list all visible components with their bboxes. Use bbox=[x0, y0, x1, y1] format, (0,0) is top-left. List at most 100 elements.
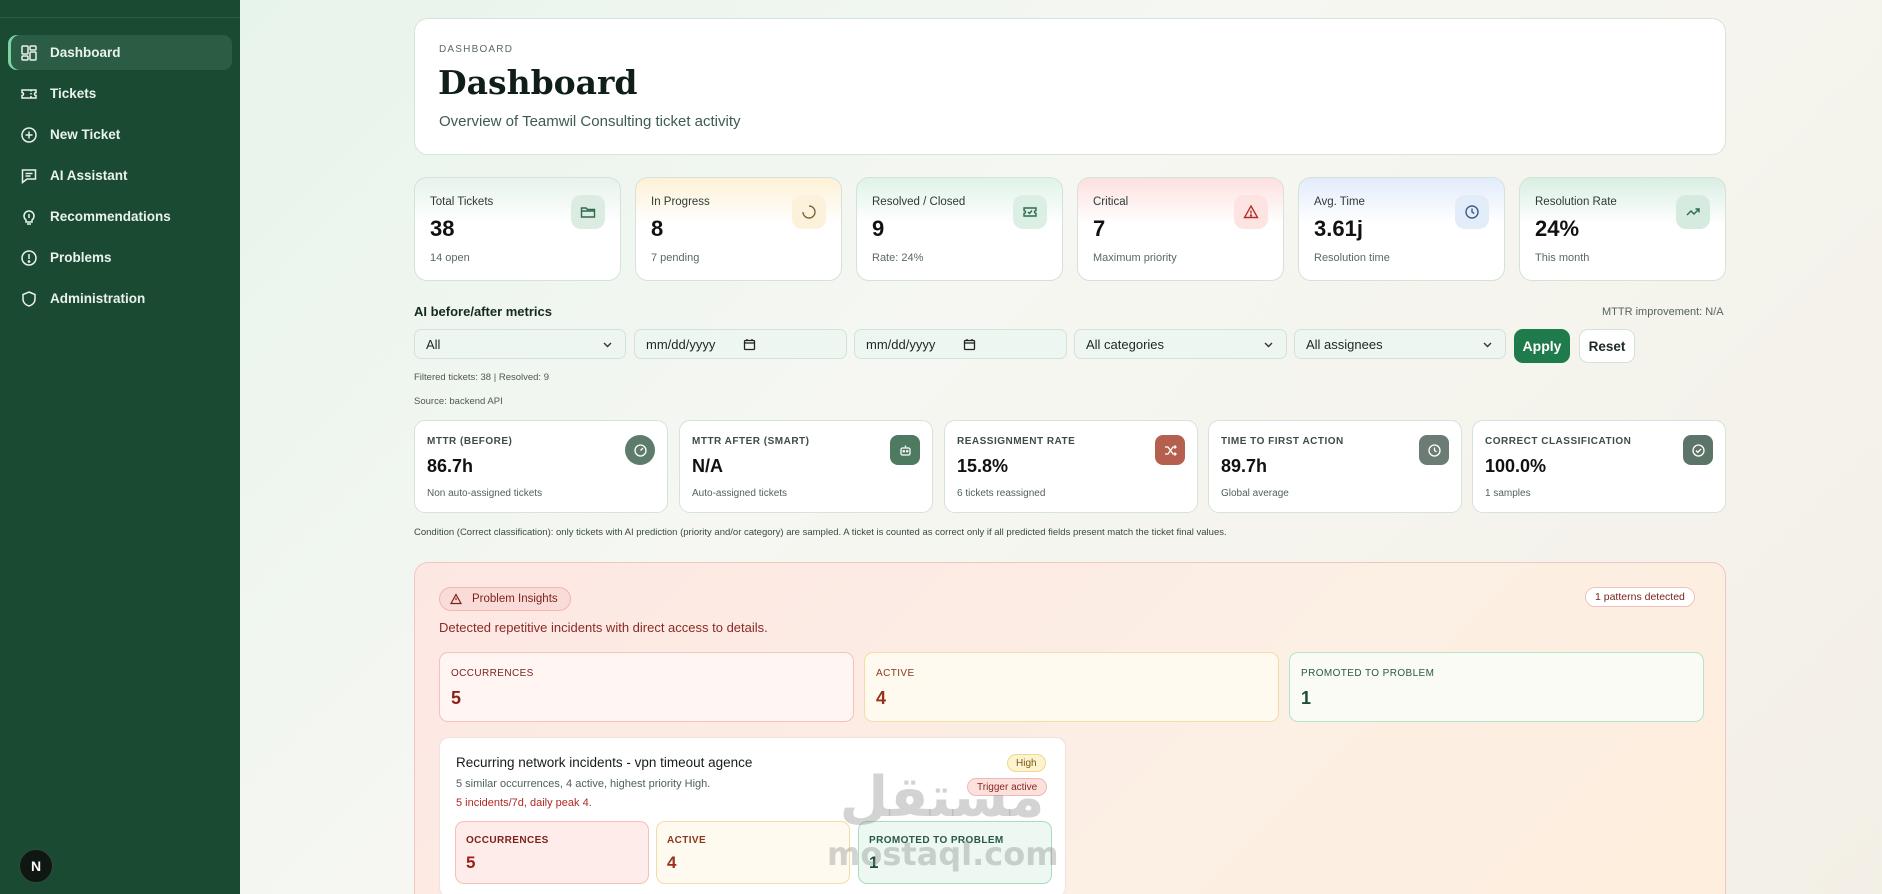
pattern-stat-label: PROMOTED TO PROBLEM bbox=[869, 835, 1004, 846]
stat-label: Avg. Time bbox=[1314, 196, 1365, 208]
stat-value: 24% bbox=[1535, 216, 1580, 241]
sidebar-item-label: New Ticket bbox=[50, 127, 121, 142]
metric-card-mttr-before: MTTR (BEFORE) 86.7h Non auto-assigned ti… bbox=[414, 420, 668, 513]
chevron-down-icon bbox=[1483, 342, 1492, 348]
category-select[interactable]: All categories bbox=[1074, 329, 1287, 359]
insight-value: 4 bbox=[876, 688, 887, 708]
clock-icon bbox=[1455, 195, 1489, 229]
pattern-stat-value: 1 bbox=[869, 853, 879, 872]
dashboard-grid-icon bbox=[21, 44, 37, 61]
insight-card-occurrences: OCCURRENCES 5 bbox=[439, 652, 854, 722]
mttr-improvement: MTTR improvement: N/A bbox=[1602, 306, 1724, 318]
patterns-detected-pill: 1 patterns detected bbox=[1585, 587, 1695, 607]
pattern-card[interactable]: Recurring network incidents - vpn timeou… bbox=[439, 737, 1066, 894]
sidebar-item-label: AI Assistant bbox=[50, 168, 128, 183]
metric-label: MTTR AFTER (SMART) bbox=[692, 436, 810, 447]
stat-card-critical: Critical 7 Maximum priority bbox=[1077, 177, 1284, 281]
warning-triangle-icon bbox=[450, 593, 462, 605]
metric-value: 15.8% bbox=[957, 456, 1009, 476]
breadcrumb: DASHBOARD bbox=[439, 44, 514, 55]
assignee-select[interactable]: All assignees bbox=[1294, 329, 1506, 359]
stat-value: 38 bbox=[430, 216, 455, 241]
stats-row: Total Tickets 38 14 open In Progress 8 7… bbox=[414, 177, 1726, 281]
metric-label: REASSIGNMENT RATE bbox=[957, 436, 1076, 447]
filtered-info: Filtered tickets: 38 | Resolved: 9 bbox=[414, 372, 549, 383]
stat-value: 3.61j bbox=[1314, 216, 1363, 241]
stat-label: In Progress bbox=[651, 196, 710, 208]
trend-up-icon bbox=[1676, 195, 1710, 229]
date-to-input[interactable]: mm/dd/yyyy bbox=[854, 329, 1067, 359]
stat-sub: Resolution time bbox=[1314, 252, 1390, 264]
insight-value: 5 bbox=[451, 688, 462, 708]
metric-card-correct-classification: CORRECT CLASSIFICATION 100.0% 1 samples bbox=[1472, 420, 1726, 513]
stat-sub: Rate: 24% bbox=[872, 252, 924, 264]
sidebar-item-problems[interactable]: Problems bbox=[8, 240, 232, 275]
chevron-down-icon bbox=[1264, 342, 1273, 348]
calendar-icon[interactable] bbox=[963, 338, 976, 351]
spinner-icon bbox=[792, 195, 826, 229]
condition-note: Condition (Correct classification): only… bbox=[414, 527, 1227, 538]
insights-description: Detected repetitive incidents with direc… bbox=[439, 620, 768, 635]
badge-label: Problem Insights bbox=[472, 593, 558, 605]
sidebar-item-new-ticket[interactable]: New Ticket bbox=[8, 117, 232, 152]
stat-card-total-tickets: Total Tickets 38 14 open bbox=[414, 177, 621, 281]
sidebar-nav: Dashboard Tickets New Ticket AI Assistan… bbox=[8, 35, 232, 322]
shield-icon bbox=[22, 290, 36, 307]
pattern-rate: 5 incidents/7d, daily peak 4. bbox=[456, 797, 592, 809]
ticket-check-icon bbox=[1013, 195, 1047, 229]
sidebar-item-label: Dashboard bbox=[50, 45, 121, 60]
sidebar-item-label: Tickets bbox=[50, 86, 97, 101]
sidebar-item-label: Recommendations bbox=[50, 209, 171, 224]
page-subtitle: Overview of Teamwil Consulting ticket ac… bbox=[439, 113, 741, 130]
avatar[interactable]: N bbox=[19, 849, 53, 883]
sidebar-item-dashboard[interactable]: Dashboard bbox=[8, 35, 232, 70]
stat-label: Resolved / Closed bbox=[872, 196, 966, 208]
pattern-summary: 5 similar occurrences, 4 active, highest… bbox=[456, 778, 711, 790]
sidebar-item-label: Problems bbox=[50, 250, 112, 265]
ai-metrics-title: AI before/after metrics bbox=[414, 304, 552, 319]
metric-label: CORRECT CLASSIFICATION bbox=[1485, 436, 1632, 447]
metric-card-reassignment-rate: REASSIGNMENT RATE 15.8% 6 tickets reassi… bbox=[944, 420, 1198, 513]
folder-icon bbox=[571, 195, 605, 229]
metric-value: N/A bbox=[692, 456, 723, 476]
stat-value: 8 bbox=[651, 216, 664, 241]
sidebar-item-label: Administration bbox=[50, 291, 146, 306]
date-from-placeholder: mm/dd/yyyy bbox=[646, 336, 716, 352]
metric-value: 86.7h bbox=[427, 456, 474, 476]
gauge-icon bbox=[625, 435, 655, 465]
stat-sub: 7 pending bbox=[651, 252, 700, 264]
sidebar-item-administration[interactable]: Administration bbox=[8, 281, 232, 316]
plus-circle-icon bbox=[21, 126, 37, 143]
metric-value: 89.7h bbox=[1221, 456, 1268, 476]
metric-sub: 1 samples bbox=[1485, 488, 1531, 499]
sidebar-item-tickets[interactable]: Tickets bbox=[8, 76, 232, 111]
pattern-stat-value: 5 bbox=[466, 853, 476, 872]
metric-card-mttr-after: MTTR AFTER (SMART) N/A Auto-assigned tic… bbox=[679, 420, 933, 513]
scope-select[interactable]: All bbox=[414, 329, 626, 359]
pattern-card-occurrences: OCCURRENCES 5 bbox=[455, 821, 649, 884]
metric-sub: Auto-assigned tickets bbox=[692, 488, 788, 499]
sidebar-item-ai-assistant[interactable]: AI Assistant bbox=[8, 158, 232, 193]
stat-card-in-progress: In Progress 8 7 pending bbox=[635, 177, 842, 281]
insight-value: 1 bbox=[1301, 688, 1312, 708]
pattern-stat-label: ACTIVE bbox=[667, 835, 707, 846]
alert-circle-icon bbox=[21, 249, 37, 266]
stat-card-resolved: Resolved / Closed 9 Rate: 24% bbox=[856, 177, 1063, 281]
reset-button[interactable]: Reset bbox=[1579, 329, 1635, 363]
stat-label: Resolution Rate bbox=[1535, 196, 1617, 208]
assignee-select-value: All assignees bbox=[1306, 336, 1383, 352]
stat-sub: 14 open bbox=[430, 252, 470, 264]
metric-sub: Non auto-assigned tickets bbox=[427, 488, 543, 499]
stat-sub: Maximum priority bbox=[1093, 252, 1177, 264]
calendar-icon[interactable] bbox=[743, 338, 756, 351]
lightbulb-icon bbox=[23, 209, 35, 225]
date-from-input[interactable]: mm/dd/yyyy bbox=[634, 329, 847, 359]
scope-select-value: All bbox=[426, 336, 441, 352]
source-info: Source: backend API bbox=[414, 396, 503, 407]
metric-label: TIME TO FIRST ACTION bbox=[1221, 436, 1344, 447]
trigger-badge: Trigger active bbox=[967, 778, 1048, 796]
insight-label: OCCURRENCES bbox=[451, 668, 534, 679]
sidebar-item-recommendations[interactable]: Recommendations bbox=[8, 199, 232, 234]
pattern-stat-label: OCCURRENCES bbox=[466, 835, 549, 846]
apply-button[interactable]: Apply bbox=[1514, 329, 1570, 363]
